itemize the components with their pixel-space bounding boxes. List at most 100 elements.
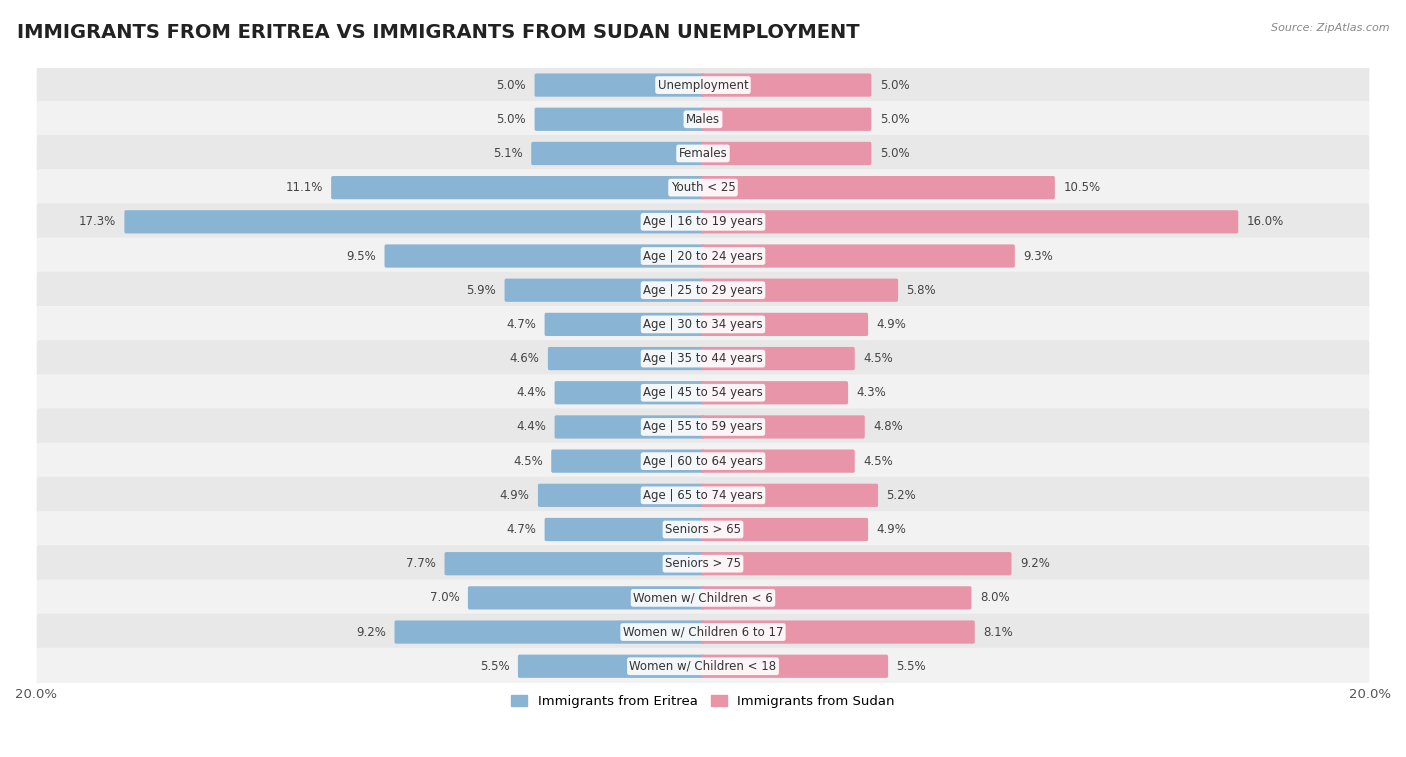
FancyBboxPatch shape (554, 416, 704, 438)
FancyBboxPatch shape (37, 67, 1369, 104)
Text: Age | 55 to 59 years: Age | 55 to 59 years (643, 420, 763, 434)
FancyBboxPatch shape (702, 176, 1054, 199)
Text: 7.7%: 7.7% (406, 557, 436, 570)
Text: 9.2%: 9.2% (1019, 557, 1050, 570)
FancyBboxPatch shape (702, 484, 879, 507)
FancyBboxPatch shape (37, 238, 1369, 275)
FancyBboxPatch shape (37, 409, 1369, 445)
FancyBboxPatch shape (702, 655, 889, 678)
Text: Women w/ Children 6 to 17: Women w/ Children 6 to 17 (623, 625, 783, 639)
FancyBboxPatch shape (702, 381, 848, 404)
Text: 4.9%: 4.9% (499, 489, 530, 502)
Text: 10.5%: 10.5% (1063, 181, 1101, 194)
FancyBboxPatch shape (37, 648, 1369, 685)
Text: 4.3%: 4.3% (856, 386, 886, 399)
FancyBboxPatch shape (702, 416, 865, 438)
Text: 4.9%: 4.9% (876, 523, 907, 536)
Text: Age | 16 to 19 years: Age | 16 to 19 years (643, 215, 763, 229)
FancyBboxPatch shape (702, 552, 1011, 575)
FancyBboxPatch shape (517, 655, 704, 678)
FancyBboxPatch shape (332, 176, 704, 199)
Text: 4.6%: 4.6% (510, 352, 540, 365)
Legend: Immigrants from Eritrea, Immigrants from Sudan: Immigrants from Eritrea, Immigrants from… (506, 690, 900, 714)
Text: Source: ZipAtlas.com: Source: ZipAtlas.com (1271, 23, 1389, 33)
Text: 4.7%: 4.7% (506, 523, 536, 536)
Text: Age | 60 to 64 years: Age | 60 to 64 years (643, 455, 763, 468)
FancyBboxPatch shape (37, 101, 1369, 138)
FancyBboxPatch shape (37, 443, 1369, 480)
Text: 5.2%: 5.2% (886, 489, 917, 502)
FancyBboxPatch shape (37, 374, 1369, 411)
Text: Age | 30 to 34 years: Age | 30 to 34 years (643, 318, 763, 331)
Text: Seniors > 65: Seniors > 65 (665, 523, 741, 536)
Text: 4.7%: 4.7% (506, 318, 536, 331)
FancyBboxPatch shape (37, 340, 1369, 377)
FancyBboxPatch shape (37, 204, 1369, 240)
Text: 5.5%: 5.5% (479, 660, 509, 673)
FancyBboxPatch shape (531, 142, 704, 165)
Text: 5.0%: 5.0% (880, 79, 910, 92)
Text: 7.0%: 7.0% (430, 591, 460, 604)
Text: 9.5%: 9.5% (346, 250, 377, 263)
Text: Age | 35 to 44 years: Age | 35 to 44 years (643, 352, 763, 365)
Text: Women w/ Children < 6: Women w/ Children < 6 (633, 591, 773, 604)
FancyBboxPatch shape (702, 210, 1239, 233)
Text: 16.0%: 16.0% (1247, 215, 1284, 229)
Text: Age | 20 to 24 years: Age | 20 to 24 years (643, 250, 763, 263)
FancyBboxPatch shape (444, 552, 704, 575)
Text: 4.5%: 4.5% (863, 352, 893, 365)
Text: Males: Males (686, 113, 720, 126)
Text: 5.0%: 5.0% (880, 113, 910, 126)
FancyBboxPatch shape (37, 169, 1369, 206)
FancyBboxPatch shape (538, 484, 704, 507)
Text: Females: Females (679, 147, 727, 160)
Text: Seniors > 75: Seniors > 75 (665, 557, 741, 570)
Text: 4.4%: 4.4% (516, 386, 547, 399)
FancyBboxPatch shape (468, 586, 704, 609)
Text: 4.9%: 4.9% (876, 318, 907, 331)
FancyBboxPatch shape (384, 245, 704, 268)
FancyBboxPatch shape (37, 545, 1369, 582)
Text: 5.9%: 5.9% (467, 284, 496, 297)
Text: 5.0%: 5.0% (880, 147, 910, 160)
Text: Age | 65 to 74 years: Age | 65 to 74 years (643, 489, 763, 502)
Text: Age | 25 to 29 years: Age | 25 to 29 years (643, 284, 763, 297)
FancyBboxPatch shape (37, 614, 1369, 650)
FancyBboxPatch shape (534, 107, 704, 131)
FancyBboxPatch shape (702, 450, 855, 473)
FancyBboxPatch shape (702, 347, 855, 370)
Text: 5.5%: 5.5% (897, 660, 927, 673)
FancyBboxPatch shape (37, 306, 1369, 343)
FancyBboxPatch shape (544, 518, 704, 541)
Text: 9.2%: 9.2% (356, 625, 387, 639)
FancyBboxPatch shape (548, 347, 704, 370)
FancyBboxPatch shape (702, 586, 972, 609)
FancyBboxPatch shape (551, 450, 704, 473)
FancyBboxPatch shape (37, 135, 1369, 172)
FancyBboxPatch shape (37, 272, 1369, 309)
Text: Unemployment: Unemployment (658, 79, 748, 92)
FancyBboxPatch shape (702, 245, 1015, 268)
FancyBboxPatch shape (702, 279, 898, 302)
FancyBboxPatch shape (544, 313, 704, 336)
Text: 17.3%: 17.3% (79, 215, 117, 229)
FancyBboxPatch shape (702, 142, 872, 165)
Text: 4.5%: 4.5% (513, 455, 543, 468)
Text: 8.0%: 8.0% (980, 591, 1010, 604)
FancyBboxPatch shape (37, 477, 1369, 514)
FancyBboxPatch shape (554, 381, 704, 404)
FancyBboxPatch shape (702, 621, 974, 643)
Text: 5.8%: 5.8% (907, 284, 936, 297)
FancyBboxPatch shape (702, 518, 868, 541)
Text: Youth < 25: Youth < 25 (671, 181, 735, 194)
FancyBboxPatch shape (534, 73, 704, 97)
Text: 11.1%: 11.1% (285, 181, 323, 194)
FancyBboxPatch shape (702, 73, 872, 97)
Text: 4.8%: 4.8% (873, 420, 903, 434)
FancyBboxPatch shape (702, 107, 872, 131)
Text: Age | 45 to 54 years: Age | 45 to 54 years (643, 386, 763, 399)
Text: 8.1%: 8.1% (983, 625, 1012, 639)
Text: 4.5%: 4.5% (863, 455, 893, 468)
FancyBboxPatch shape (124, 210, 704, 233)
Text: 5.0%: 5.0% (496, 79, 526, 92)
